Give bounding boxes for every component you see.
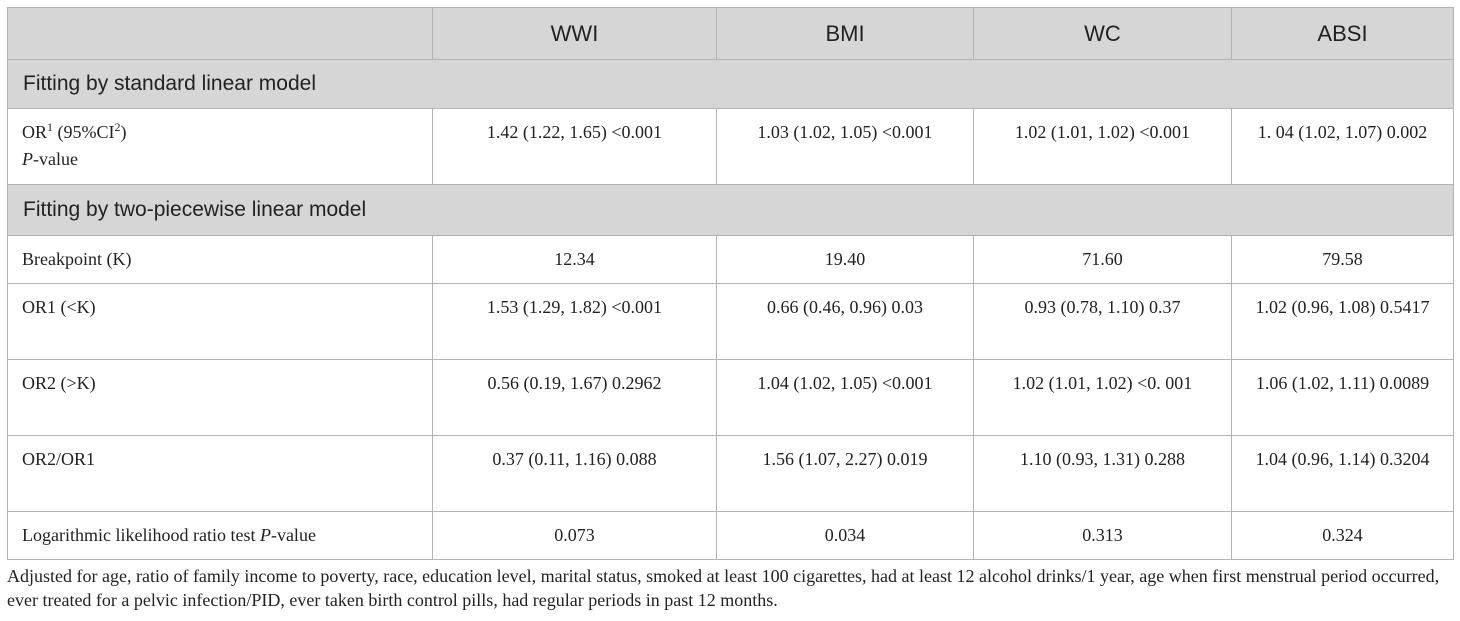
header-cell-absi: ABSI xyxy=(1231,7,1454,60)
header-cell-blank xyxy=(7,7,433,60)
cell-or-wc: 1.02 (1.01, 1.02) <0.001 xyxy=(973,108,1232,185)
table-row-or-ratio: OR2/OR1 0.37 (0.11, 1.16) 0.088 1.56 (1.… xyxy=(7,435,1454,512)
cell-breakpoint-absi: 79.58 xyxy=(1231,235,1454,284)
cell-or2-wwi: 0.56 (0.19, 1.67) 0.2962 xyxy=(432,359,717,436)
cell-llr-wc: 0.313 xyxy=(973,511,1232,560)
table-footnote: Adjusted for age, ratio of family income… xyxy=(7,566,1440,610)
cell-ratio-absi: 1.04 (0.96, 1.14) 0.3204 xyxy=(1231,435,1454,512)
header-cell-wc: WC xyxy=(973,7,1232,60)
cell-or1-absi: 1.02 (0.96, 1.08) 0.5417 xyxy=(1231,283,1454,360)
cell-llr-absi: 0.324 xyxy=(1231,511,1454,560)
cell-or2-absi: 1.06 (1.02, 1.11) 0.0089 xyxy=(1231,359,1454,436)
table-row-or: OR1 (95%CI2) P-value 1.42 (1.22, 1.65) <0… xyxy=(7,108,1454,185)
table-row-or1: OR1 (<K) 1.53 (1.29, 1.82) <0.001 0.66 (… xyxy=(7,283,1454,360)
table-row-or2: OR2 (>K) 0.56 (0.19, 1.67) 0.2962 1.04 (… xyxy=(7,359,1454,436)
cell-or1-wwi: 1.53 (1.29, 1.82) <0.001 xyxy=(432,283,717,360)
cell-breakpoint-bmi: 19.40 xyxy=(716,235,974,284)
llr-p-italic: P xyxy=(259,525,271,545)
cell-or-bmi: 1.03 (1.02, 1.05) <0.001 xyxy=(716,108,974,185)
section-row-standard: Fitting by standard linear model xyxy=(7,59,1454,109)
cell-breakpoint-wwi: 12.34 xyxy=(432,235,717,284)
header-row: WWI BMI WC ABSI xyxy=(7,7,1454,60)
table-row-llr-test: Logarithmic likelihood ratio test P-valu… xyxy=(7,511,1454,560)
ci-text: (95%CI xyxy=(53,122,115,142)
cell-ratio-wwi: 0.37 (0.11, 1.16) 0.088 xyxy=(432,435,717,512)
section-title-piecewise: Fitting by two-piecewise linear model xyxy=(7,184,1454,236)
cell-or-wwi: 1.42 (1.22, 1.65) <0.001 xyxy=(432,108,717,185)
row-label-or1: OR1 (<K) xyxy=(7,283,433,360)
results-table: WWI BMI WC ABSI Fitting by standard line… xyxy=(7,7,1454,560)
cell-breakpoint-wc: 71.60 xyxy=(973,235,1232,284)
llr-suffix-text: -value xyxy=(270,525,316,545)
cell-llr-bmi: 0.034 xyxy=(716,511,974,560)
p-value-text: -value xyxy=(33,149,78,169)
row-label-or-ratio: OR2/OR1 xyxy=(7,435,433,512)
or-text: OR xyxy=(22,122,48,142)
cell-or1-bmi: 0.66 (0.46, 0.96) 0.03 xyxy=(716,283,974,360)
section-title-standard: Fitting by standard linear model xyxy=(7,59,1454,109)
section-row-piecewise: Fitting by two-piecewise linear model xyxy=(7,184,1454,236)
cell-ratio-wc: 1.10 (0.93, 1.31) 0.288 xyxy=(973,435,1232,512)
header-cell-wwi: WWI xyxy=(432,7,717,60)
llr-prefix-text: Logarithmic likelihood ratio test xyxy=(22,525,260,545)
cell-or2-wc: 1.02 (1.01, 1.02) <0. 001 xyxy=(973,359,1232,436)
footnote-marker-2: 2 xyxy=(114,120,121,134)
ci-close-text: ) xyxy=(120,122,127,142)
footnote-marker-1: 1 xyxy=(47,120,54,134)
cell-ratio-bmi: 1.56 (1.07, 2.27) 0.019 xyxy=(716,435,974,512)
header-cell-bmi: BMI xyxy=(716,7,974,60)
cell-llr-wwi: 0.073 xyxy=(432,511,717,560)
table-row-breakpoint: Breakpoint (K) 12.34 19.40 71.60 79.58 xyxy=(7,235,1454,284)
row-label-or: OR1 (95%CI2) P-value xyxy=(7,108,433,185)
cell-or1-wc: 0.93 (0.78, 1.10) 0.37 xyxy=(973,283,1232,360)
cell-or-absi: 1. 04 (1.02, 1.07) 0.002 xyxy=(1231,108,1454,185)
row-label-llr-test: Logarithmic likelihood ratio test P-valu… xyxy=(7,511,433,560)
row-label-breakpoint: Breakpoint (K) xyxy=(7,235,433,284)
p-italic: P xyxy=(22,149,33,169)
row-label-or2: OR2 (>K) xyxy=(7,359,433,436)
cell-or2-bmi: 1.04 (1.02, 1.05) <0.001 xyxy=(716,359,974,436)
